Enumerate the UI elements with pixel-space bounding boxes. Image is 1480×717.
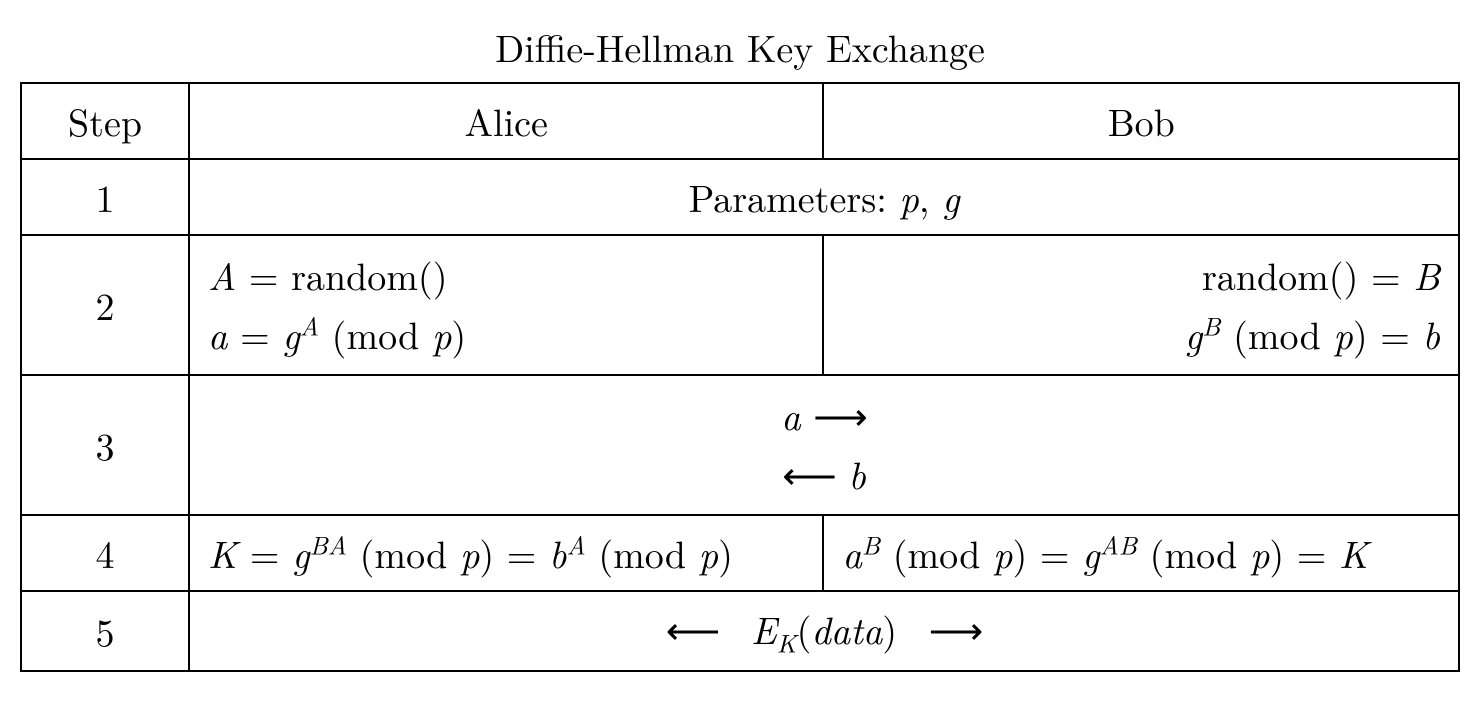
- table-row: 2 A = random() a = gA (mod p) random() =…: [21, 235, 1459, 375]
- arrow-left-icon: ⟵: [666, 602, 719, 656]
- step-number: 2: [21, 235, 189, 375]
- table-row: 3 a ⟶ ⟵ b: [21, 375, 1459, 515]
- step-number: 3: [21, 375, 189, 515]
- arrow-left-icon: ⟵: [782, 447, 835, 501]
- step-number: 5: [21, 591, 189, 672]
- step-number: 4: [21, 515, 189, 591]
- header-row: Step Alice Bob: [21, 83, 1459, 159]
- table-title: Diffie-Hellman Key Exchange: [20, 20, 1460, 74]
- row4-bob: aB (mod p) = gAB (mod p) = K: [823, 515, 1459, 591]
- table-row: 5 ⟵ EK(data) ⟶: [21, 591, 1459, 672]
- row2-alice: A = random() a = gA (mod p): [189, 235, 823, 375]
- col-step: Step: [21, 83, 189, 159]
- arrow-right-icon: ⟶: [929, 602, 982, 656]
- table-row: 4 K = gBA (mod p) = bA (mod p) aB (mod p…: [21, 515, 1459, 591]
- row4-alice: K = gBA (mod p) = bA (mod p): [189, 515, 823, 591]
- table-row: 1 Parameters: p, g: [21, 159, 1459, 235]
- row1-parameters: Parameters: p, g: [189, 159, 1459, 235]
- dh-table: Step Alice Bob 1 Parameters: p, g 2 A = …: [20, 82, 1460, 672]
- arrow-right-icon: ⟶: [813, 388, 866, 442]
- row5-encrypted: ⟵ EK(data) ⟶: [189, 591, 1459, 672]
- col-alice: Alice: [189, 83, 823, 159]
- col-bob: Bob: [823, 83, 1459, 159]
- row3-exchange: a ⟶ ⟵ b: [189, 375, 1459, 515]
- row2-bob: random() = B gB (mod p) = b: [823, 235, 1459, 375]
- step-number: 1: [21, 159, 189, 235]
